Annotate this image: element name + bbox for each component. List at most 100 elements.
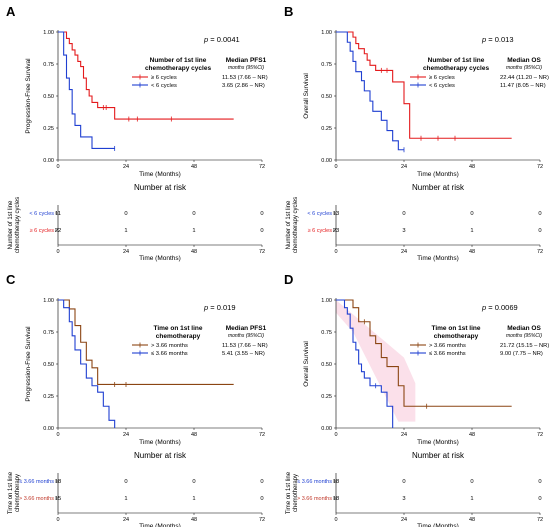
risk-x-tick-label: 48 (191, 249, 197, 255)
legend-entry: ≥ 6 cycles (151, 75, 177, 81)
risk-value: 15 (55, 496, 61, 502)
risk-value: 1 (192, 496, 195, 502)
risk-y-axis-title: Number of 1st linechemotherapy cycles (286, 197, 299, 253)
x-tick-label: 0 (56, 432, 59, 438)
p-value-symbol: p (203, 303, 208, 312)
risk-x-tick-label: 0 (334, 517, 337, 523)
y-axis-title: Progression-Free Survival (25, 58, 32, 134)
x-tick-label: 0 (334, 432, 337, 438)
legend-title-line2: chemotherapy cycles (145, 65, 212, 72)
p-value-symbol: p (481, 303, 486, 312)
y-tick-label: 1.00 (43, 298, 54, 304)
risk-row-label: > 3.66 months (19, 496, 54, 502)
x-tick-label: 72 (259, 164, 265, 170)
y-tick-label: 0.00 (321, 158, 332, 164)
risk-value: 18 (333, 496, 339, 502)
risk-x-tick-label: 0 (56, 249, 59, 255)
x-tick-label: 24 (401, 164, 407, 170)
legend-title-line2: chemotherapy cycles (423, 65, 490, 72)
panel-label: D (284, 272, 293, 287)
risk-value: 1 (124, 496, 127, 502)
x-tick-label: 72 (259, 432, 265, 438)
risk-value: 18 (55, 479, 61, 485)
risk-row-label: < 6 cycles (29, 211, 54, 217)
risk-value: 1 (470, 496, 473, 502)
legend-entry: ≤ 3.66 months (429, 351, 466, 357)
risk-value: 23 (333, 228, 339, 234)
legend-entry: < 6 cycles (429, 83, 455, 89)
y-tick-label: 0.75 (321, 62, 332, 68)
risk-x-tick-label: 24 (123, 517, 129, 523)
panel-label: B (284, 4, 293, 19)
median-subtitle: months (95%CI) (228, 65, 264, 71)
survival-curve-series-1 (58, 299, 234, 386)
risk-value: 0 (538, 496, 541, 502)
risk-x-tick-label: 24 (401, 249, 407, 255)
risk-table-title: Number at risk (134, 183, 187, 192)
panel-label: C (6, 272, 16, 287)
risk-y-axis-title-line: Number of 1st line (286, 200, 292, 249)
y-tick-label: 0.50 (43, 94, 54, 100)
legend-title: Number of 1st line (428, 57, 485, 64)
legend-entry: ≥ 6 cycles (429, 75, 455, 81)
risk-y-axis-title-line: chemotherapy cycles (15, 197, 21, 253)
risk-value: 1 (192, 228, 195, 234)
legend-title: Number of 1st line (150, 57, 207, 64)
risk-x-axis-title: Time (Months) (139, 523, 181, 527)
p-value-text: = 0.019 (208, 303, 235, 312)
risk-row-label: ≤ 3.66 months (19, 479, 54, 485)
median-subtitle: months (95%CI) (506, 333, 542, 339)
risk-x-tick-label: 72 (259, 517, 265, 523)
risk-y-axis-title-line: chemotherapy cycles (293, 197, 299, 253)
y-tick-label: 0.00 (321, 426, 332, 432)
survival-curve-series-1 (58, 31, 234, 120)
x-tick-label: 48 (469, 164, 475, 170)
risk-x-tick-label: 48 (469, 249, 475, 255)
legend-entry: > 3.66 months (151, 343, 188, 349)
legend-entry: < 6 cycles (151, 83, 177, 89)
risk-value: 1 (124, 228, 127, 234)
risk-value: 0 (124, 211, 127, 217)
survival-curve-series-2 (58, 31, 115, 150)
median-title: Median PFS1 (226, 57, 267, 64)
y-tick-label: 0.25 (43, 394, 54, 400)
x-tick-label: 48 (191, 432, 197, 438)
x-tick-label: 0 (56, 164, 59, 170)
risk-x-tick-label: 48 (191, 517, 197, 523)
risk-x-tick-label: 72 (259, 249, 265, 255)
risk-value: 0 (402, 479, 405, 485)
median-subtitle: months (95%CI) (506, 65, 542, 71)
panel-d: Dp = 0.0069 0.00 0.25 0.50 0.75 1.00 Overall S… (284, 272, 549, 527)
y-tick-label: 1.00 (321, 30, 332, 36)
risk-table-title: Number at risk (412, 451, 465, 460)
x-tick-label: 48 (191, 164, 197, 170)
risk-y-axis-title-line: Time on 1st line (286, 471, 292, 514)
legend-entry: > 3.66 months (429, 343, 466, 349)
risk-x-axis-title: Time (Months) (417, 255, 459, 262)
y-tick-label: 1.00 (43, 30, 54, 36)
risk-value: 0 (192, 211, 195, 217)
y-axis-title: Overall Survival (303, 73, 310, 119)
risk-value: 0 (470, 479, 473, 485)
risk-table-title: Number at risk (412, 183, 465, 192)
x-tick-label: 24 (401, 432, 407, 438)
risk-row-label: > 3.66 months (297, 496, 332, 502)
panel-b: Bp = 0.013 0.00 0.25 0.50 0.75 1.00 Overall Su… (284, 4, 549, 262)
p-value-symbol: p (203, 35, 208, 44)
panel-a: Ap = 0.0041 0.00 0.25 0.50 0.75 1.00 Progressi… (6, 4, 268, 262)
risk-row-label: ≥ 6 cycles (308, 228, 333, 234)
legend-title: Time on 1st line (153, 325, 202, 332)
survival-curve-series-2 (336, 299, 394, 428)
survival-curve-series-1 (336, 299, 512, 407)
y-tick-label: 1.00 (321, 298, 332, 304)
risk-value: 3 (402, 496, 405, 502)
confidence-band (336, 300, 416, 422)
legend-median: 11.47 (8.05 – NR) (500, 83, 546, 89)
risk-x-tick-label: 72 (537, 249, 543, 255)
legend-title-line2: chemotherapy (434, 333, 479, 340)
risk-value: 1 (470, 228, 473, 234)
risk-value: 11 (55, 211, 61, 217)
y-tick-label: 0.25 (321, 394, 332, 400)
p-value: p = 0.0069 (481, 303, 518, 312)
